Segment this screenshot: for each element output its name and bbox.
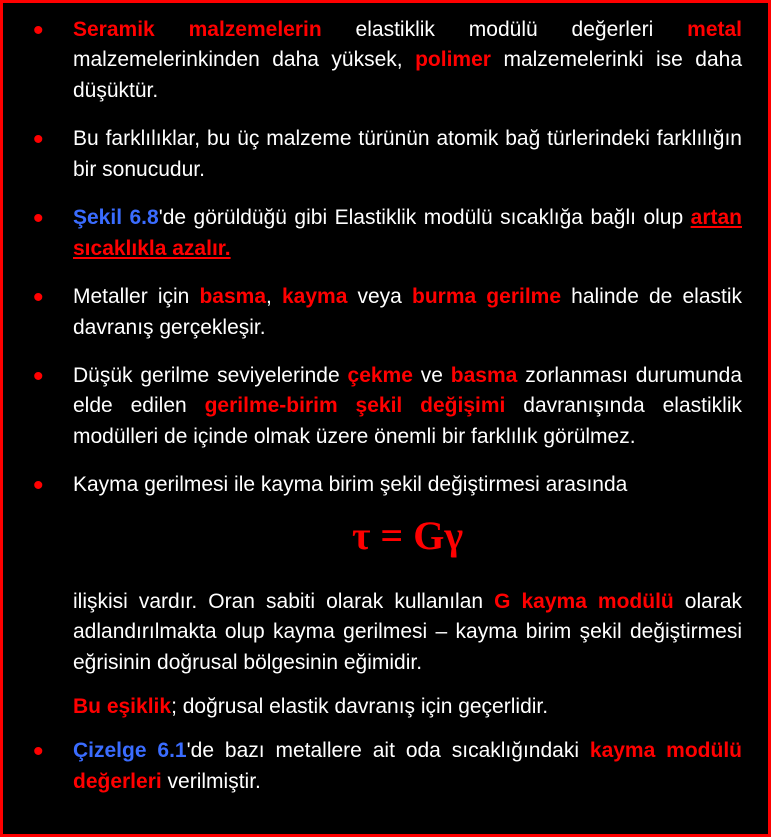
sub1a: ilişkisi vardır. Oran sabiti olarak kull… [73, 590, 494, 613]
formula-row: τ = Gγ [73, 501, 742, 569]
b4-t4: kayma [282, 285, 347, 308]
sub-paragraph-2: Bu eşiklik; doğrusal elastik davranış iç… [29, 692, 742, 722]
bullet-4: Metaller için basma, kayma veya burma ge… [29, 282, 742, 343]
b2-text: Bu farklılıklar, bu üç malzeme türünün a… [73, 127, 742, 180]
b5-t2: çekme [348, 364, 413, 387]
b5-t3: ve [413, 364, 451, 387]
bullet-3: Şekil 6.8'de görüldüğü gibi Elastiklik m… [29, 203, 742, 264]
bullet-2: Bu farklılıklar, bu üç malzeme türünün a… [29, 124, 742, 185]
sub2b: ; doğrusal elastik davranış için geçerli… [171, 695, 548, 718]
sub-paragraph-1: ilişkisi vardır. Oran sabiti olarak kull… [29, 587, 742, 678]
b1-t2: elastiklik modülü değerleri [322, 18, 687, 41]
b6-text: Kayma gerilmesi ile kayma birim şekil de… [73, 473, 627, 496]
b4-t6: burma gerilme [412, 285, 561, 308]
bullet-7: Çizelge 6.1'de bazı metallere ait oda sı… [29, 736, 742, 797]
bullet-list-2: Çizelge 6.1'de bazı metallere ait oda sı… [29, 736, 742, 797]
sub1b: G kayma modülü [494, 590, 674, 613]
b4-t1: Metaller için [73, 285, 199, 308]
b7-t1: Çizelge 6.1 [73, 739, 187, 762]
b1-t5: polimer [415, 48, 491, 71]
b1-t1: Seramik malzemelerin [73, 18, 322, 41]
b5-t4: basma [451, 364, 518, 387]
b4-t3: , [266, 285, 282, 308]
b3-t2: 'de görüldüğü gibi Elastiklik modülü sıc… [159, 206, 691, 229]
b1-t3: metal [687, 18, 742, 41]
b1-t4: malzemelerinkinden daha yüksek, [73, 48, 415, 71]
b7-t4: verilmiştir. [162, 770, 261, 793]
b7-t2: 'de bazı metallere ait oda sıcaklığındak… [187, 739, 590, 762]
formula-tau-g-gamma: τ = Gγ [352, 507, 463, 565]
slide-frame: Seramik malzemelerin elastiklik modülü d… [0, 0, 771, 837]
b4-t5: veya [347, 285, 412, 308]
bullet-list: Seramik malzemelerin elastiklik modülü d… [29, 15, 742, 569]
bullet-1: Seramik malzemelerin elastiklik modülü d… [29, 15, 742, 106]
b4-t2: basma [199, 285, 266, 308]
sub2a: Bu eşiklik [73, 695, 171, 718]
b3-t1: Şekil 6.8 [73, 206, 159, 229]
bullet-5: Düşük gerilme seviyelerinde çekme ve bas… [29, 361, 742, 452]
b5-t1: Düşük gerilme seviyelerinde [73, 364, 348, 387]
b5-t6: gerilme-birim şekil değişimi [205, 394, 506, 417]
bullet-6: Kayma gerilmesi ile kayma birim şekil de… [29, 470, 742, 568]
